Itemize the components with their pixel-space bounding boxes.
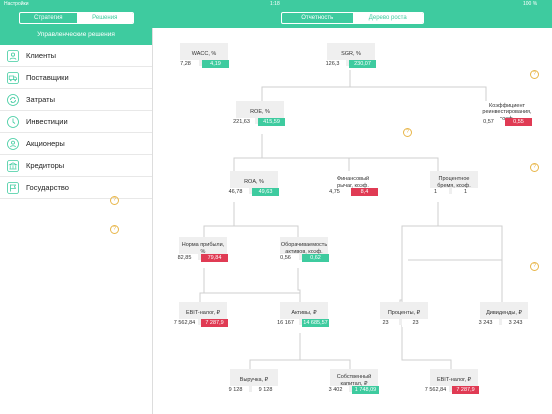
bank-icon bbox=[6, 159, 19, 172]
node-value-forecast: 1 748,09 bbox=[352, 386, 379, 394]
node-value-forecast: 4,19 bbox=[202, 60, 229, 68]
tree-node-revenue[interactable]: Выручка, ₽ 9 128 9 128 bbox=[222, 369, 282, 399]
node-value-current: 7,28 bbox=[172, 60, 199, 68]
node-value-current: 3 243 bbox=[472, 319, 499, 327]
node-value-forecast: 9 128 bbox=[252, 386, 279, 394]
tree-node-dividends[interactable]: Дивиденды, ₽ 3 243 3 243 bbox=[472, 302, 532, 332]
flag-icon bbox=[6, 181, 19, 194]
node-value-current: 7 562,84 bbox=[171, 319, 198, 327]
tree-node-interest-burden[interactable]: Процентное бремя, коэф. 1 1 bbox=[422, 171, 482, 201]
sidebar-title: Управленческие решения bbox=[37, 31, 115, 38]
sidebar: Стратегия Решения Управленческие решения… bbox=[0, 0, 153, 414]
sidebar-header: Стратегия Решения Управленческие решения bbox=[0, 0, 152, 45]
sidebar-item-shareholders[interactable]: Акционеры bbox=[0, 133, 152, 155]
refresh-icon bbox=[6, 93, 19, 106]
help-icon[interactable]: ? bbox=[530, 163, 539, 172]
help-icon[interactable]: ? bbox=[110, 225, 119, 234]
node-value-forecast: 8,4 bbox=[351, 188, 378, 196]
segment-strategy[interactable]: Стратегия bbox=[34, 15, 63, 21]
node-value-current: 126,3 bbox=[319, 60, 346, 68]
main-header: Отчетность Дерево роста bbox=[152, 0, 552, 28]
node-value-current: 3 402 bbox=[322, 386, 349, 394]
node-value-forecast: 1 bbox=[452, 188, 479, 196]
tree-node-assets[interactable]: Активы, ₽ 16 167 14 685,57 bbox=[272, 302, 332, 332]
growth-tree-panel: Отчетность Дерево роста WACC, % bbox=[152, 0, 552, 414]
sidebar-item-label: Клиенты bbox=[26, 51, 57, 60]
help-icon[interactable]: ? bbox=[530, 70, 539, 79]
node-value-forecast: 49,63 bbox=[252, 188, 279, 196]
sidebar-menu: Клиенты Поставщики Затраты Инвестиции Ак… bbox=[0, 45, 152, 199]
node-value-current: 46,78 bbox=[222, 188, 249, 196]
tree-node-reinvestment[interactable]: Коэффициент реинвестирования, коэф. 0,57… bbox=[475, 101, 537, 131]
node-value-current: 0,57 bbox=[475, 118, 502, 126]
node-value-current: 82,85 bbox=[171, 254, 198, 262]
sidebar-item-label: Акционеры bbox=[26, 139, 65, 148]
node-value-current: 16 167 bbox=[272, 319, 299, 327]
users-icon bbox=[6, 49, 19, 62]
tab-reports[interactable]: Отчетность bbox=[301, 15, 334, 21]
sidebar-item-state[interactable]: Государство bbox=[0, 177, 152, 199]
sidebar-item-label: Инвестиции bbox=[26, 117, 68, 126]
help-icon[interactable]: ? bbox=[530, 262, 539, 271]
node-value-current: 7 562,84 bbox=[422, 386, 449, 394]
node-value-forecast: 79,84 bbox=[201, 254, 228, 262]
node-value-forecast: 0,55 bbox=[505, 118, 532, 126]
sidebar-item-label: Государство bbox=[26, 183, 69, 192]
status-bar: Настройки 1:18 100 % bbox=[0, 0, 552, 8]
help-icon[interactable]: ? bbox=[403, 128, 412, 137]
tree-node-leverage[interactable]: Финансовый рычаг, коэф. 4,75 8,4 bbox=[321, 171, 381, 201]
tree-node-roe[interactable]: ROE, % 221,63 415,59 bbox=[228, 101, 288, 131]
sidebar-item-clients[interactable]: Клиенты bbox=[0, 45, 152, 67]
tree-node-sgr[interactable]: SGR, % 126,3 230,07 bbox=[319, 43, 379, 73]
node-value-current: 23 bbox=[372, 319, 399, 327]
tree-node-interest[interactable]: Проценты, ₽ 23 23 bbox=[372, 302, 432, 332]
tab-growth-tree[interactable]: Дерево роста bbox=[352, 13, 423, 23]
node-value-forecast: 7 287,9 bbox=[201, 319, 228, 327]
segment-decisions[interactable]: Решения bbox=[76, 13, 133, 23]
help-icon[interactable]: ? bbox=[110, 196, 119, 205]
sidebar-item-label: Затраты bbox=[26, 95, 55, 104]
status-battery: 100 % bbox=[523, 1, 538, 7]
node-value-forecast: 230,07 bbox=[349, 60, 376, 68]
sidebar-item-costs[interactable]: Затраты bbox=[0, 89, 152, 111]
node-value-forecast: 23 bbox=[402, 319, 429, 327]
shareholders-icon bbox=[6, 137, 19, 150]
node-value-forecast: 415,59 bbox=[258, 118, 285, 126]
node-value-current: 0,56 bbox=[272, 254, 299, 262]
node-value-current: 4,75 bbox=[321, 188, 348, 196]
tree-node-equity[interactable]: Собственный капитал, ₽ 3 402 1 748,09 bbox=[322, 369, 382, 399]
sidebar-item-investments[interactable]: Инвестиции bbox=[0, 111, 152, 133]
tree-node-ebit-tax[interactable]: EBIT-налог, ₽ 7 562,84 7 287,9 bbox=[171, 302, 231, 332]
tree-connectors bbox=[199, 70, 503, 369]
sidebar-item-label: Кредиторы bbox=[26, 161, 65, 170]
status-time: 1:18 bbox=[270, 1, 280, 7]
tree-node-roa[interactable]: ROA, % 46,78 49,63 bbox=[222, 171, 282, 201]
tree-node-profit-margin[interactable]: Норма прибыли, % 82,85 79,84 bbox=[171, 237, 231, 267]
tree-node-asset-turnover[interactable]: Оборачиваемость активов, коэф. 0,56 0,62 bbox=[272, 237, 332, 267]
node-value-forecast: 3 243 bbox=[502, 319, 529, 327]
tree-node-wacc[interactable]: WACC, % 7,28 4,19 bbox=[172, 43, 232, 73]
node-value-current: 1 bbox=[422, 188, 449, 196]
sidebar-item-label: Поставщики bbox=[26, 73, 69, 82]
node-value-current: 221,63 bbox=[228, 118, 255, 126]
sidebar-item-suppliers[interactable]: Поставщики bbox=[0, 67, 152, 89]
node-value-forecast: 14 685,57 bbox=[302, 319, 329, 327]
sidebar-item-creditors[interactable]: Кредиторы bbox=[0, 155, 152, 177]
node-value-forecast: 7 287,9 bbox=[452, 386, 479, 394]
node-value-current: 9 128 bbox=[222, 386, 249, 394]
sidebar-segmented-control: Стратегия Решения bbox=[19, 12, 134, 24]
node-value-forecast: 0,62 bbox=[302, 254, 329, 262]
tree-node-ebit-tax-2[interactable]: EBIT-налог, ₽ 7 562,84 7 287,9 bbox=[422, 369, 482, 399]
view-tabs: Отчетность Дерево роста bbox=[281, 12, 424, 24]
status-carrier: Настройки bbox=[4, 1, 29, 7]
coins-icon bbox=[6, 115, 19, 128]
truck-icon bbox=[6, 71, 19, 84]
